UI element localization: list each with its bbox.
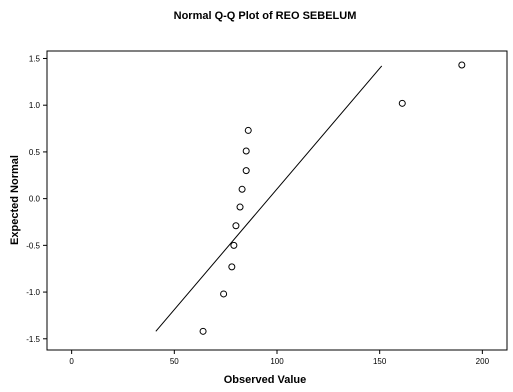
x-tick-label: 50 [170,357,179,366]
x-tick-label: 100 [270,357,284,366]
data-point [458,61,466,69]
x-tick-label: 200 [476,357,490,366]
y-tick-label: -1.0 [26,288,40,297]
y-tick-label: 0.0 [29,195,41,204]
y-tick-label: 1.0 [29,101,41,110]
y-axis: -1.5 -1.0 -0.5 0.0 0.5 1.0 1.5 [26,54,47,344]
reference-line [155,65,383,332]
data-point [236,203,244,211]
data-points [199,61,466,335]
data-point [244,126,252,134]
data-point [228,263,236,271]
data-point [199,327,207,335]
y-tick-label: 0.5 [29,148,41,157]
y-axis-label: Expected Normal [9,155,21,245]
data-point [232,222,240,230]
y-tick-label: -1.5 [26,335,40,344]
data-point [242,147,250,155]
data-point [398,99,406,107]
y-tick-label: -0.5 [26,241,40,250]
data-point [242,167,250,175]
x-axis: 0 50 100 150 200 [69,350,490,366]
y-tick-label: 1.5 [29,54,41,63]
plot-frame [46,50,508,351]
chart-title: Normal Q-Q Plot of REO SEBELUM [174,10,357,22]
x-axis-label: Observed Value [224,374,307,386]
data-point [238,185,246,193]
data-point [220,290,228,298]
x-tick-label: 150 [373,357,387,366]
x-tick-label: 0 [69,357,74,366]
data-point [230,241,238,249]
